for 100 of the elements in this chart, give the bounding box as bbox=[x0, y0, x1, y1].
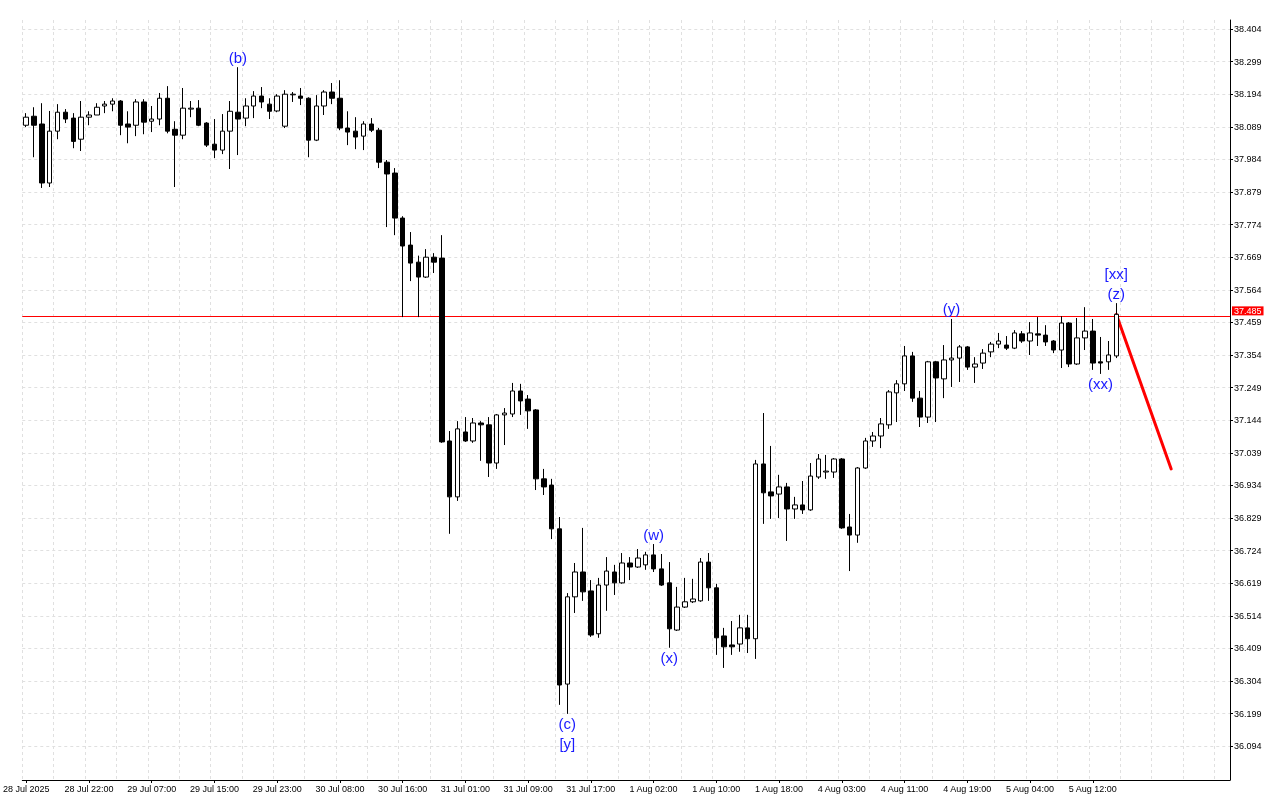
candlestick bbox=[706, 552, 711, 602]
candlestick bbox=[251, 90, 256, 119]
candlestick bbox=[447, 430, 452, 535]
candlestick bbox=[478, 420, 484, 462]
candlestick bbox=[917, 390, 923, 428]
candlestick bbox=[659, 553, 664, 587]
candlestick bbox=[510, 382, 515, 418]
y-tick-label: 36.829 bbox=[1234, 512, 1262, 523]
candlestick bbox=[957, 344, 962, 383]
candlestick bbox=[227, 100, 233, 170]
candlestick bbox=[572, 562, 578, 614]
candlestick bbox=[894, 379, 899, 423]
candlestick bbox=[243, 97, 249, 127]
candlestick bbox=[204, 121, 209, 148]
candlestick bbox=[863, 437, 868, 470]
x-tick-label: 29 Jul 07:00 bbox=[127, 783, 177, 794]
candlestick bbox=[949, 318, 954, 388]
candlestick bbox=[580, 527, 586, 602]
candlestick bbox=[1027, 321, 1033, 356]
candlestick bbox=[925, 360, 931, 424]
candlestick bbox=[220, 113, 225, 155]
candlestick bbox=[408, 231, 413, 282]
x-tick-label: 30 Jul 08:00 bbox=[315, 783, 365, 794]
candlestick bbox=[878, 417, 884, 449]
candlestick bbox=[941, 344, 947, 399]
candlestick bbox=[321, 89, 327, 116]
candlestick bbox=[525, 394, 531, 430]
candlestick bbox=[604, 556, 609, 612]
candlestick bbox=[86, 110, 92, 126]
annotation: (xx) bbox=[1088, 375, 1114, 393]
candlestick bbox=[816, 453, 821, 480]
y-tick-label: 37.984 bbox=[1234, 154, 1262, 165]
y-tick-label: 36.934 bbox=[1234, 480, 1262, 491]
candlestick bbox=[157, 92, 162, 126]
candlestick bbox=[329, 82, 335, 105]
candlestick bbox=[423, 248, 429, 279]
y-tick-label: 38.299 bbox=[1234, 56, 1262, 67]
candlestick bbox=[768, 445, 774, 520]
candlestick bbox=[188, 100, 194, 118]
candlestick bbox=[643, 551, 648, 571]
candlestick bbox=[619, 552, 625, 585]
candlestick bbox=[1074, 317, 1080, 366]
candlestick bbox=[494, 413, 499, 470]
candlestick bbox=[306, 96, 311, 158]
x-tick-label: 4 Aug 11:00 bbox=[880, 783, 929, 794]
candlestick bbox=[855, 466, 860, 544]
candlestick bbox=[376, 127, 382, 169]
x-tick-label: 30 Jul 16:00 bbox=[378, 783, 428, 794]
candlestick bbox=[996, 332, 1001, 349]
candlestick bbox=[94, 102, 100, 116]
candlestick bbox=[235, 66, 241, 156]
candlestick bbox=[486, 416, 492, 478]
candlestick bbox=[274, 93, 280, 113]
candlestick bbox=[1059, 315, 1064, 369]
y-tick-label: 37.354 bbox=[1234, 349, 1262, 360]
candlestick bbox=[259, 86, 264, 109]
y-tick-label: 37.564 bbox=[1234, 284, 1262, 295]
candlestick bbox=[71, 112, 76, 149]
candlestick bbox=[1114, 302, 1119, 359]
candlestick bbox=[369, 117, 374, 133]
candlestick bbox=[847, 513, 852, 572]
candlestick bbox=[980, 348, 986, 370]
candlestick bbox=[212, 118, 217, 159]
candlestick bbox=[314, 94, 319, 142]
candlestick bbox=[463, 416, 468, 443]
candlestick bbox=[988, 341, 994, 358]
y-tick-label: 36.619 bbox=[1234, 578, 1262, 589]
annotation: (x) bbox=[660, 649, 679, 667]
candlestick bbox=[910, 351, 915, 403]
candlestick bbox=[565, 592, 570, 715]
candlestick bbox=[1098, 336, 1103, 375]
candlestick bbox=[400, 215, 405, 318]
candlestick bbox=[612, 564, 617, 596]
candlestick bbox=[588, 579, 594, 638]
candlestick bbox=[965, 345, 970, 371]
annotation: [xx] bbox=[1104, 264, 1128, 282]
annotation: (y) bbox=[942, 300, 961, 318]
annotation: [y] bbox=[559, 735, 576, 753]
candlestick bbox=[518, 383, 523, 416]
candlestick bbox=[431, 252, 437, 274]
y-tick-label: 37.879 bbox=[1234, 186, 1262, 197]
candlestick bbox=[384, 159, 390, 228]
y-tick-label: 36.409 bbox=[1234, 643, 1262, 654]
candlestick bbox=[1066, 321, 1072, 368]
candlestick bbox=[118, 99, 123, 136]
y-tick-label: 36.094 bbox=[1234, 741, 1262, 752]
candlestick bbox=[267, 97, 272, 120]
candlestick bbox=[682, 577, 688, 609]
candlestick bbox=[1043, 324, 1048, 347]
y-tick-label: 37.459 bbox=[1234, 317, 1262, 328]
candlestick bbox=[831, 457, 837, 479]
candlestick bbox=[133, 98, 139, 137]
candlestick bbox=[674, 586, 680, 632]
candlestick bbox=[1082, 306, 1088, 351]
candlestick bbox=[933, 360, 939, 423]
candlestick bbox=[808, 462, 813, 512]
candlestick bbox=[1035, 316, 1041, 347]
x-tick-label: 31 Jul 09:00 bbox=[503, 783, 553, 794]
candlestick bbox=[180, 87, 186, 140]
candlestick bbox=[729, 620, 735, 656]
